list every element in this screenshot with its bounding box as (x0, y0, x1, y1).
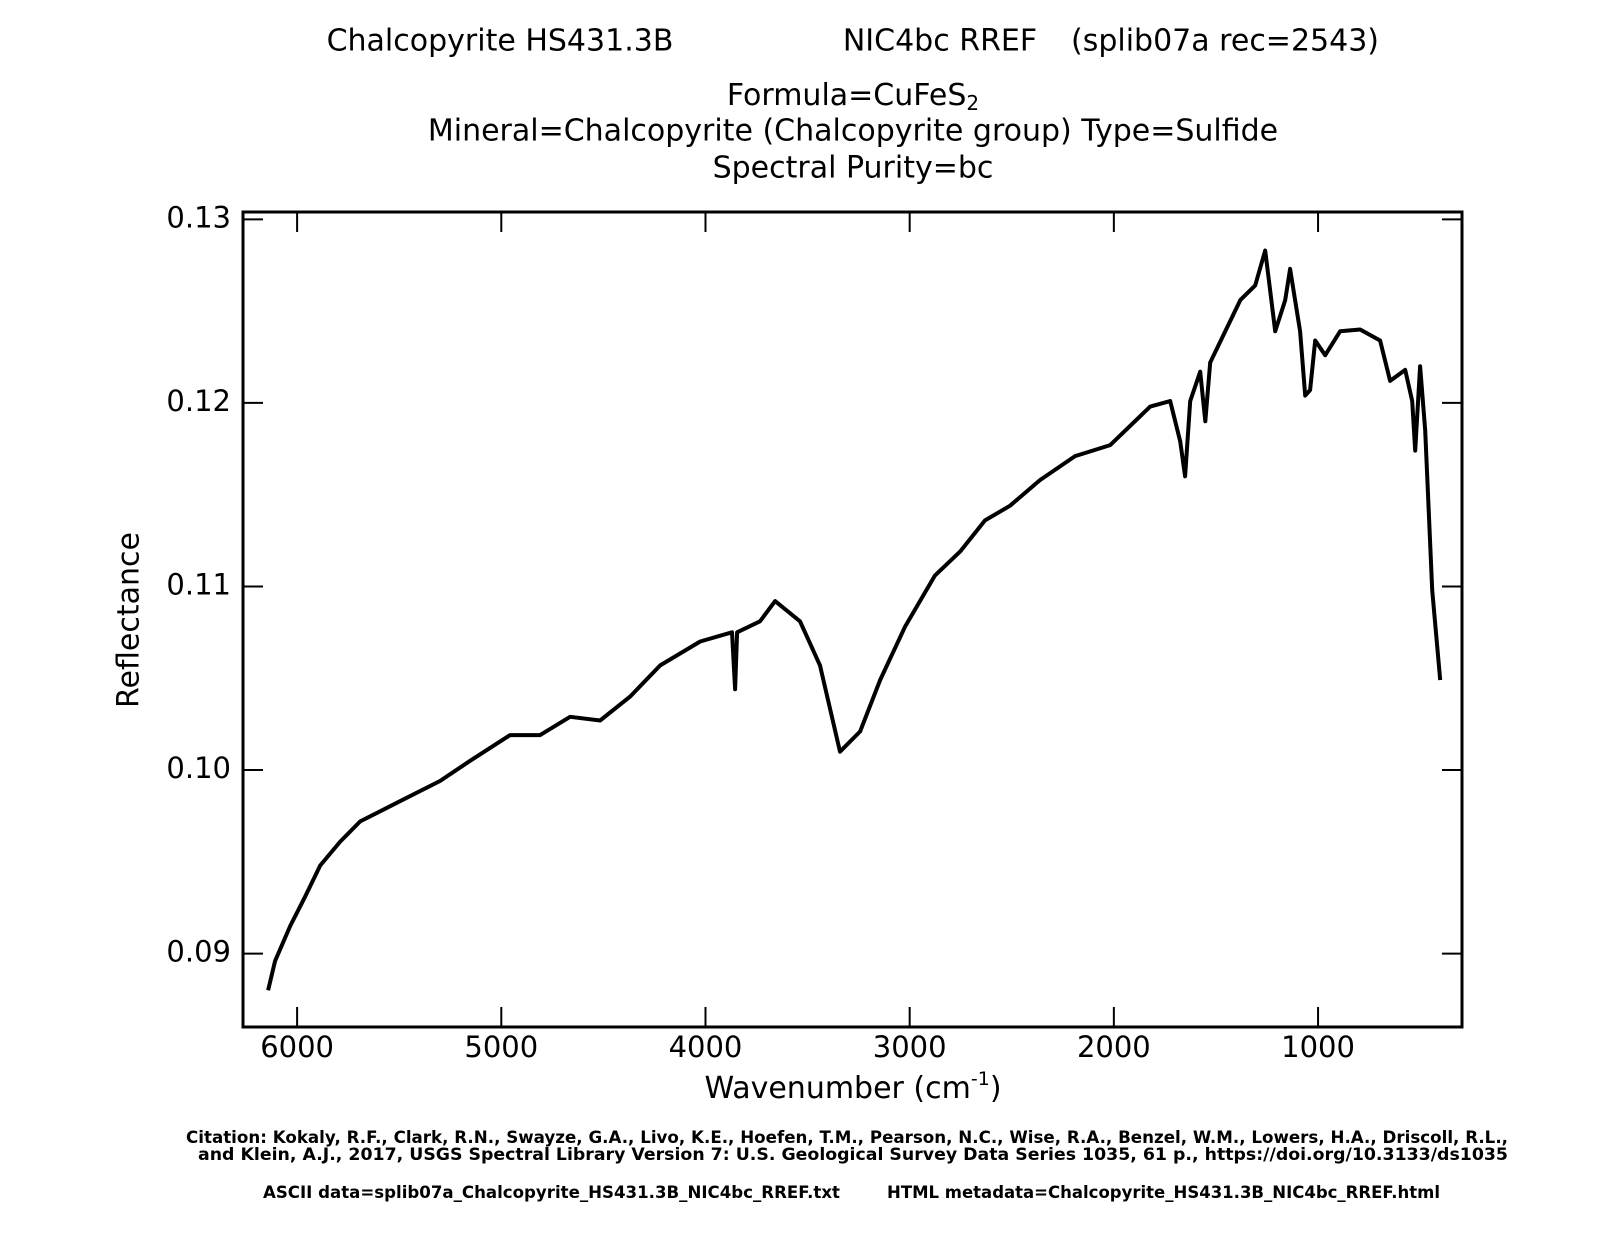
spectrum-line (266, 248, 1443, 991)
formula: Formula=CuFeS2 (727, 78, 979, 115)
y-tick-label: 0.12 (166, 384, 231, 418)
plot-frame (241, 210, 1464, 1029)
x-label-sup: -1 (971, 1068, 990, 1090)
x-tick-label: 4000 (669, 1030, 743, 1064)
x-tick-label: 5000 (464, 1030, 538, 1064)
x-label-end: ) (990, 1071, 1002, 1106)
x-axis-label: Wavenumber (cm-1) (704, 1068, 1001, 1106)
x-label-text: Wavenumber (cm (704, 1071, 970, 1106)
x-tick-label: 2000 (1077, 1030, 1151, 1064)
header-sample: Chalcopyrite HS431.3B (327, 24, 674, 59)
citation: Citation: Kokaly, R.F., Clark, R.N., Swa… (186, 1128, 1508, 1148)
header-code: NIC4bc RREF (843, 24, 1037, 59)
subtitle: Mineral=Chalcopyrite (Chalcopyrite group… (428, 114, 1278, 149)
y-tick-label: 0.10 (166, 751, 231, 785)
formula-sub: 2 (966, 91, 979, 115)
header-record: (splib07a rec=2543) (1071, 24, 1379, 59)
html-file: HTML metadata=Chalcopyrite_HS431.3B_NIC4… (887, 1183, 1440, 1203)
y-tick-label: 0.09 (166, 935, 231, 969)
y-axis-label: Reflectance (112, 532, 147, 708)
formula-text: Formula=CuFeS (727, 78, 967, 113)
y-tick-label: 0.13 (166, 200, 231, 234)
ascii-file: ASCII data=splib07a_Chalcopyrite_HS431.3… (263, 1183, 840, 1203)
x-tick-label: 3000 (873, 1030, 947, 1064)
citation: and Klein, A.J., 2017, USGS Spectral Lib… (198, 1145, 1508, 1165)
y-tick-label: 0.11 (166, 567, 231, 601)
x-tick-label: 1000 (1281, 1030, 1355, 1064)
subtitle: Spectral Purity=bc (713, 151, 994, 186)
x-tick-label: 6000 (260, 1030, 334, 1064)
